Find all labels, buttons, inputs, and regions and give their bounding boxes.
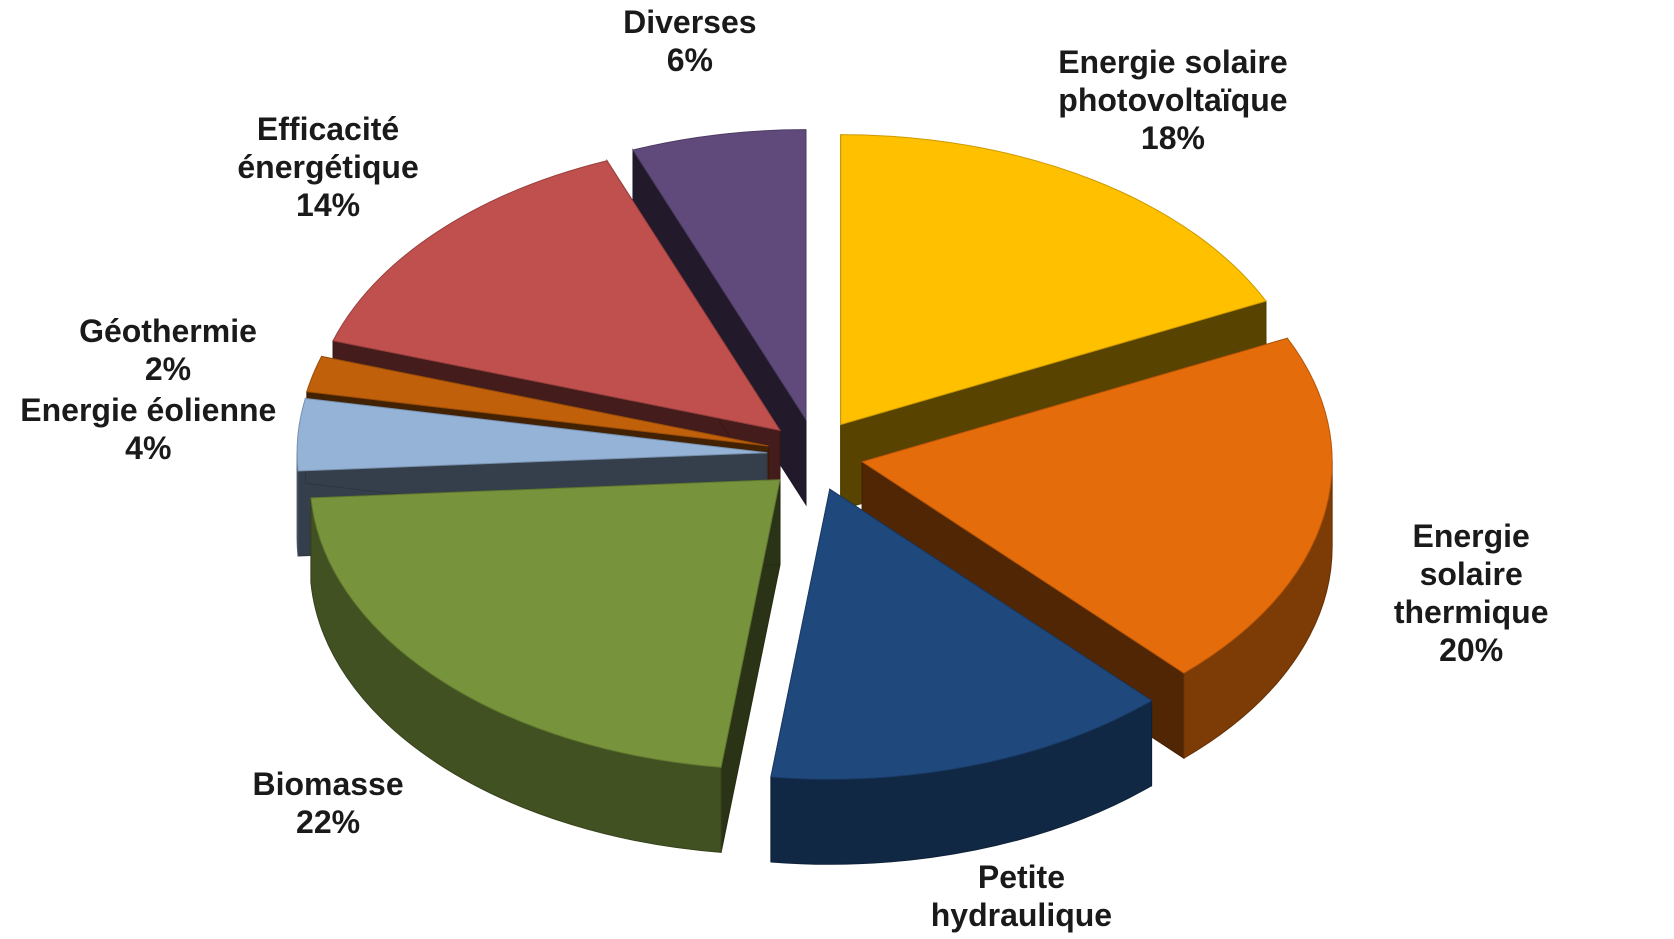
slice-value: 22% (296, 803, 361, 840)
slice-value: 2% (144, 351, 192, 388)
data-label: Efficacité énergétique 14% (237, 110, 418, 224)
slice-value: 20% (1439, 632, 1504, 669)
slice-top (840, 134, 1267, 426)
slice-value: 14% (296, 186, 361, 223)
slice-value: 6% (666, 42, 713, 79)
data-label: Petite hydraulique14% (931, 858, 1112, 939)
slice-name: Energie éolienne (20, 391, 277, 428)
data-label: Energie solaire thermique 20% (1370, 517, 1573, 669)
slice-top (770, 488, 1153, 780)
slice-top (332, 160, 782, 432)
slice-name: Efficacité énergétique (237, 110, 419, 185)
data-label: Energie éolienne 4% (20, 391, 276, 467)
slice-value: 4% (125, 429, 172, 466)
slice (770, 488, 1153, 865)
slice-name: Biomasse (252, 765, 404, 802)
slice-name: Diverses (623, 4, 757, 41)
slice-value: 18% (1140, 119, 1205, 156)
data-label: Diverses 6% (623, 3, 756, 79)
data-label: Biomasse 22% (252, 765, 403, 841)
slice-top (860, 337, 1333, 674)
slice-top (632, 129, 807, 422)
slice-name: Energie solaire photovoltaïque (1058, 43, 1288, 118)
slice (860, 337, 1333, 760)
data-label: Géothermie 2% (79, 312, 257, 388)
slice-value: 14% (931, 934, 1112, 939)
data-label: Energie solaire photovoltaïque 18% (1058, 43, 1287, 157)
slice-top (296, 397, 768, 472)
slice-top (306, 355, 769, 447)
slice-name: Petite hydraulique (930, 858, 1113, 933)
slice-name: Energie solaire thermique (1393, 518, 1549, 631)
slice-name: Géothermie (79, 313, 257, 350)
slice-top (310, 479, 781, 768)
slice (310, 479, 781, 853)
